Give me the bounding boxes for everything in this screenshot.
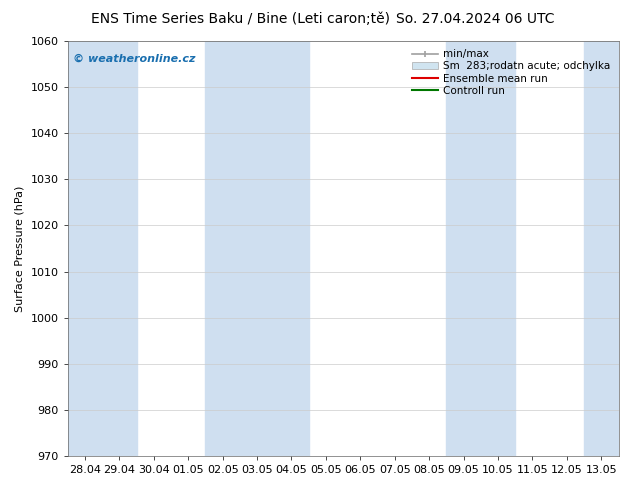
Text: ENS Time Series Baku / Bine (Leti caron;tě): ENS Time Series Baku / Bine (Leti caron;… — [91, 12, 391, 26]
Text: © weatheronline.cz: © weatheronline.cz — [73, 53, 196, 64]
Bar — [481, 41, 515, 456]
Y-axis label: Surface Pressure (hPa): Surface Pressure (hPa) — [15, 185, 25, 312]
Bar — [68, 41, 102, 456]
Bar — [102, 41, 136, 456]
Bar — [205, 41, 240, 456]
Bar — [584, 41, 619, 456]
Legend: min/max, Sm  283;rodatn acute; odchylka, Ensemble mean run, Controll run: min/max, Sm 283;rodatn acute; odchylka, … — [408, 46, 613, 99]
Bar — [275, 41, 309, 456]
Text: So. 27.04.2024 06 UTC: So. 27.04.2024 06 UTC — [396, 12, 555, 26]
Bar — [446, 41, 481, 456]
Bar — [240, 41, 275, 456]
